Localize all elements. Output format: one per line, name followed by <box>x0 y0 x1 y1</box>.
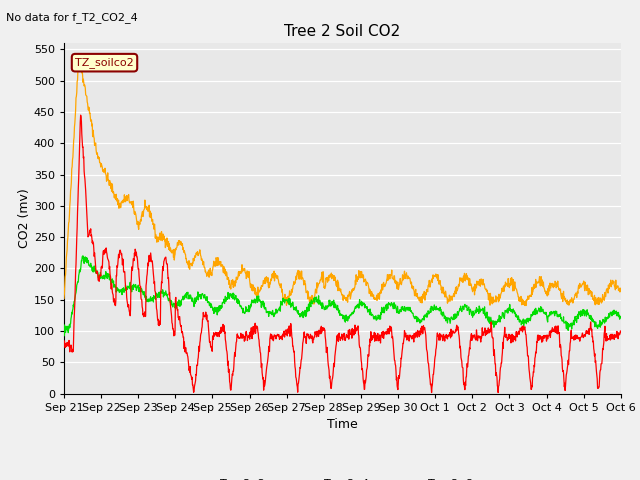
Text: No data for f_T2_CO2_4: No data for f_T2_CO2_4 <box>6 12 138 23</box>
Y-axis label: CO2 (mv): CO2 (mv) <box>18 189 31 248</box>
Legend: Tree2 -2cm, Tree2 -4cm, Tree2 -8cm: Tree2 -2cm, Tree2 -4cm, Tree2 -8cm <box>190 474 495 480</box>
Text: TZ_soilco2: TZ_soilco2 <box>75 57 134 68</box>
Title: Tree 2 Soil CO2: Tree 2 Soil CO2 <box>284 24 401 39</box>
X-axis label: Time: Time <box>327 418 358 431</box>
